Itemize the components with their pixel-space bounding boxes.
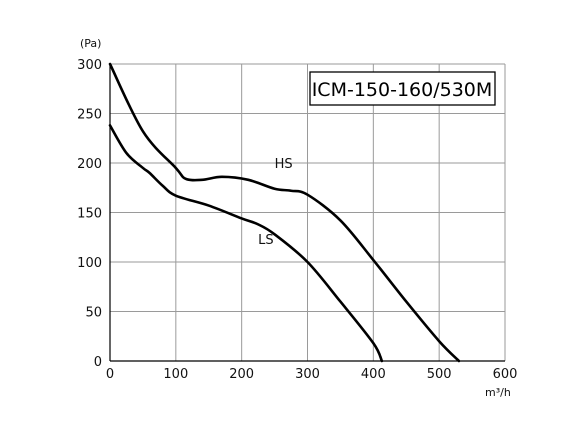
y-tick-label: 300 [77, 58, 102, 73]
curve-hs [108, 62, 461, 363]
x-tick-label: 0 [106, 367, 114, 382]
curves [108, 62, 461, 363]
x-tick-label: 500 [427, 367, 452, 382]
x-tick-label: 600 [493, 367, 518, 382]
series-label-hs: HS [275, 157, 293, 172]
x-tick-label: 100 [163, 367, 188, 382]
series-label-ls: LS [258, 233, 274, 248]
x-axis-unit-label: m³/h [485, 386, 511, 399]
x-tick-label: 200 [229, 367, 254, 382]
y-axis-unit-label: (Pa) [80, 37, 101, 50]
x-tick-label: 300 [295, 367, 320, 382]
model-title-box: ICM-150-160/530M [309, 71, 496, 106]
y-tick-label: 0 [94, 355, 102, 370]
chart-title: ICM-150-160/530M [312, 79, 493, 101]
y-tick-label: 150 [77, 207, 102, 222]
grid [110, 63, 506, 361]
axes [109, 64, 505, 362]
series-labels: HS LS [258, 157, 292, 248]
x-tick-label: 400 [361, 367, 386, 382]
y-tick-label: 50 [85, 306, 102, 321]
y-tick-label: 100 [77, 256, 102, 271]
curve-ls [108, 124, 384, 363]
y-tick-label: 250 [77, 108, 102, 123]
tick-labels: 0 100 200 300 400 500 600 0 50 100 150 200 250 300 [77, 58, 517, 382]
y-tick-label: 200 [77, 157, 102, 172]
